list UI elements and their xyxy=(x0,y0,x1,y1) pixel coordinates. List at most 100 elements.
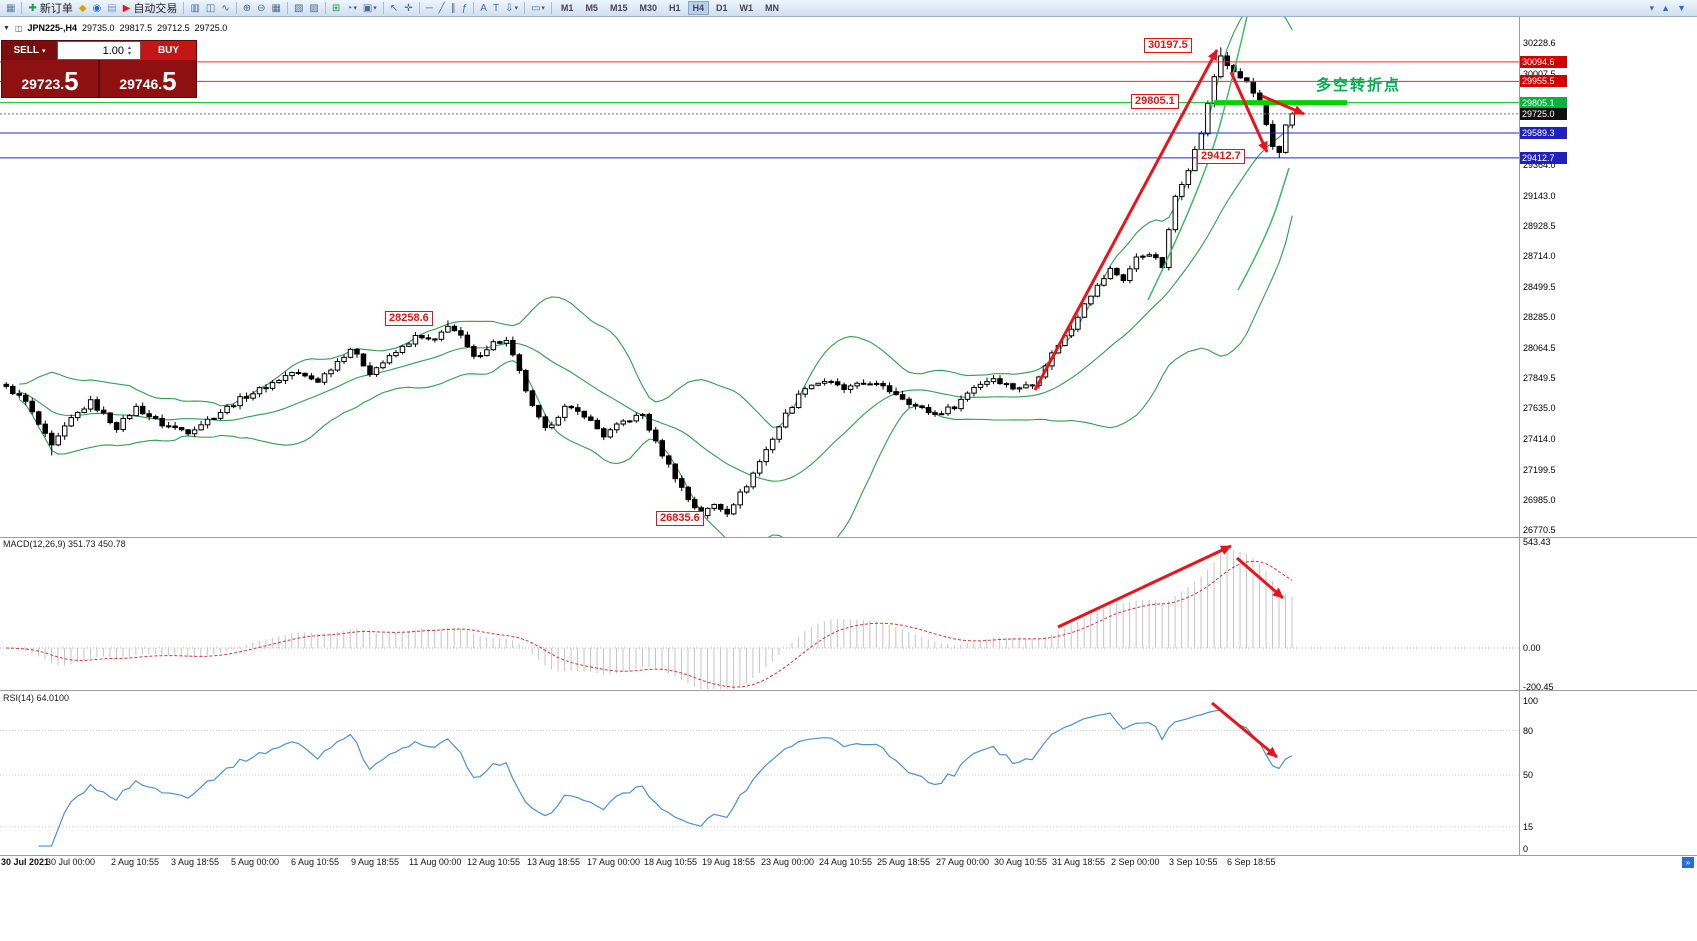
crosshair-icon[interactable]: ✛ xyxy=(401,1,415,16)
timeframe-m5[interactable]: M5 xyxy=(585,3,598,13)
panel-separator[interactable] xyxy=(0,690,1697,691)
scale-tick-label: 28499.5 xyxy=(1523,281,1556,292)
trend-arrow[interactable] xyxy=(1261,94,1305,116)
new-window-icon[interactable]: ⊞ xyxy=(329,1,343,16)
timeframe-m30[interactable]: M30 xyxy=(639,3,657,13)
main-chart[interactable] xyxy=(0,17,1519,537)
chart-profile-icon: ◆ xyxy=(78,2,87,14)
sell-button[interactable]: SELL ▾ xyxy=(2,41,57,60)
time-axis-label: 30 Jul 2021 xyxy=(1,857,50,867)
new-order-button[interactable]: ✚ 新订单 xyxy=(25,1,75,16)
equidistant-channel-icon[interactable]: ∥ xyxy=(448,1,459,16)
toolbar-separator xyxy=(21,2,23,14)
time-axis-label: 18 Aug 10:55 xyxy=(644,857,698,867)
trend-arrow[interactable] xyxy=(1229,71,1269,153)
price-annotation-label[interactable]: 26835.6 xyxy=(656,511,704,526)
rsi-panel-chart[interactable] xyxy=(0,691,1519,854)
scale-tick-label: -200.45 xyxy=(1523,682,1554,693)
scale-tick-label: 28285.0 xyxy=(1523,311,1556,322)
volume-spinner[interactable]: ▴ ▾ xyxy=(126,45,133,57)
trend-curve[interactable] xyxy=(1237,167,1290,291)
data-window-icon[interactable]: ▤ xyxy=(104,1,119,16)
shapes-icon[interactable]: ▭ ▾ xyxy=(528,1,548,16)
scale-tick-label: 50 xyxy=(1523,770,1534,780)
trendline-icon[interactable]: ╱ xyxy=(436,1,448,16)
time-axis-label: 6 Sep 18:55 xyxy=(1227,857,1276,867)
buy-price-pip: 5 xyxy=(162,66,177,96)
timeframe-h1[interactable]: H1 xyxy=(668,3,681,13)
dock-chart-down-icon[interactable]: ▼ xyxy=(1677,3,1686,13)
toolbar-separator xyxy=(324,2,326,14)
time-axis-label: 12 Aug 10:55 xyxy=(467,857,521,867)
price-annotation-label[interactable]: 29805.1 xyxy=(1131,94,1179,109)
timeframe-m15[interactable]: M15 xyxy=(609,3,628,13)
dock-chart-up-icon[interactable]: ▲ xyxy=(1661,3,1671,13)
buy-button[interactable]: BUY xyxy=(141,41,196,60)
scale-tick-label: 27849.5 xyxy=(1523,373,1556,384)
horizontal-line-icon[interactable]: ─ xyxy=(423,1,436,16)
text-label-icon[interactable]: T xyxy=(490,1,502,16)
trend-curve[interactable] xyxy=(1147,17,1248,301)
scrollbar-corner-icon[interactable]: » xyxy=(1682,857,1694,868)
time-axis-label: 30 Jul 00:00 xyxy=(46,857,96,867)
autotrading-icon: ▶ xyxy=(122,2,131,14)
market-watch-icon[interactable]: ◉ xyxy=(90,1,105,16)
timeframe-mn[interactable]: MN xyxy=(765,3,780,13)
trend-arrow[interactable] xyxy=(1033,49,1219,391)
timeframe-m1[interactable]: M1 xyxy=(560,3,574,13)
horizontal-line-icon: ─ xyxy=(425,2,433,14)
timeframe-w1[interactable]: W1 xyxy=(739,3,754,13)
tile-windows-icon[interactable]: ▧ xyxy=(291,1,306,16)
price-annotation-label[interactable]: 28258.6 xyxy=(385,311,433,326)
timeframe-d1[interactable]: D1 xyxy=(716,3,728,13)
toolbar-separator xyxy=(418,2,420,14)
bars-chart-icon[interactable]: ▥ xyxy=(187,1,202,16)
buy-price[interactable]: 29746. 5 xyxy=(100,60,196,97)
price-level-badge: 29589.3 xyxy=(1520,127,1567,139)
trend-arrow[interactable] xyxy=(1211,701,1278,759)
volume-input[interactable] xyxy=(58,44,126,57)
price-annotation-label[interactable]: 30197.5 xyxy=(1144,38,1192,53)
zoom-in-icon[interactable]: ⊕ xyxy=(240,1,254,16)
autotrading-button-label: 自动交易 xyxy=(133,3,178,15)
ohlc-close: 29725.0 xyxy=(194,23,228,33)
scale-tick-label: 28064.5 xyxy=(1523,342,1556,353)
ohlc-low: 29712.5 xyxy=(157,23,190,33)
text-icon[interactable]: A xyxy=(477,1,490,16)
fibonacci-icon[interactable]: ƒ xyxy=(459,1,471,16)
spin-up-icon[interactable]: ▴ xyxy=(128,44,132,51)
chart-profile-icon[interactable]: ◆ xyxy=(76,1,90,16)
symbol-period-label: JPN225-,H4 xyxy=(27,23,78,33)
templates-icon[interactable]: ▣ ▾ xyxy=(360,1,380,16)
trend-arrow[interactable] xyxy=(1057,544,1232,629)
grid-icon[interactable]: ▦ xyxy=(269,1,284,16)
timeframe-h4[interactable]: H4 xyxy=(687,1,710,15)
zoom-out-icon[interactable]: ⊖ xyxy=(254,1,268,16)
shapes-icon: ▭ xyxy=(530,2,541,14)
line-chart-icon[interactable]: ∿ xyxy=(218,1,232,16)
cascade-windows-icon: ▨ xyxy=(309,2,319,14)
panel-separator[interactable] xyxy=(0,537,1697,538)
autotrading-button[interactable]: ▶ 自动交易 xyxy=(120,1,181,16)
chart-window-icon: ▦ xyxy=(6,2,16,14)
sell-price[interactable]: 29723. 5 xyxy=(2,60,98,97)
time-axis-label: 5 Aug 00:00 xyxy=(231,857,280,867)
window-menu-icon[interactable]: ▼ xyxy=(3,24,10,32)
spin-down-icon[interactable]: ▾ xyxy=(128,50,132,57)
bollinger-bands xyxy=(18,17,1293,537)
time-axis-label: 27 Aug 00:00 xyxy=(936,857,990,867)
macd-panel-chart[interactable] xyxy=(0,538,1519,689)
trend-arrow[interactable] xyxy=(1236,556,1284,600)
chart-window-icon[interactable]: ▦ xyxy=(3,1,18,16)
arrows-icon: ⇩ xyxy=(505,2,514,14)
volume-box: ▴▾ xyxy=(57,41,141,60)
new-order-icon: ✚ xyxy=(28,2,37,14)
cascade-windows-icon[interactable]: ▨ xyxy=(306,1,321,16)
price-level-badge: 29725.0 xyxy=(1520,107,1567,120)
toolbar-overflow-icon[interactable]: ▾ xyxy=(1649,2,1655,13)
cursor-icon[interactable]: ↖ xyxy=(387,1,401,16)
candlestick-chart-icon[interactable]: ◫ xyxy=(203,1,218,16)
period-clock-icon[interactable]: ◔ ▾ xyxy=(343,1,360,16)
price-annotation-label[interactable]: 29412.7 xyxy=(1197,149,1245,164)
arrows-icon[interactable]: ⇩ ▾ xyxy=(502,1,521,16)
